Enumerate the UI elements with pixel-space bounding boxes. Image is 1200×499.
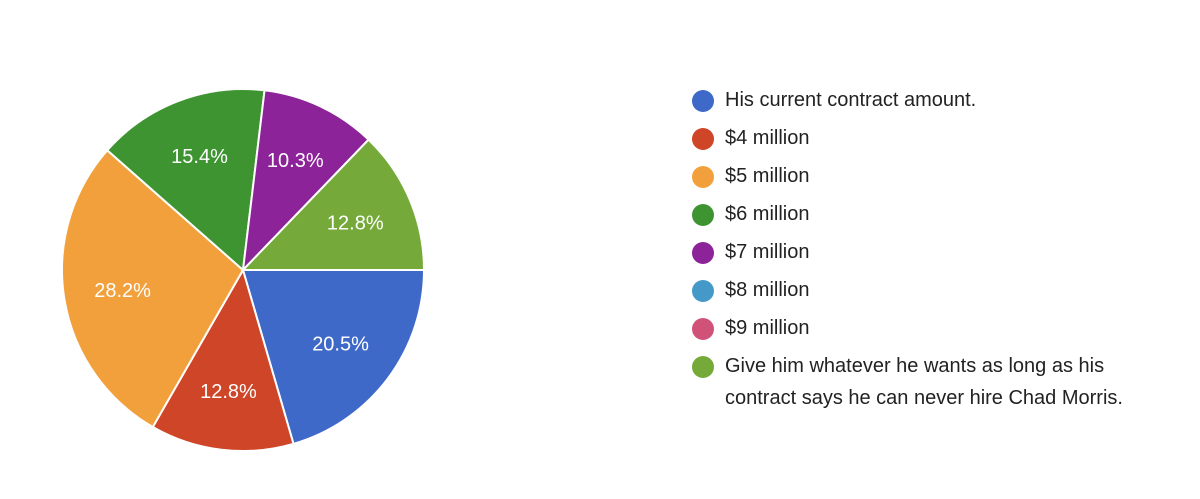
pie-chart: 20.5% 12.8% 28.2% 15.4% 10.3% 12.8% <box>61 88 426 452</box>
legend-item: $6 million <box>692 200 1162 230</box>
legend-swatch-icon <box>692 90 714 112</box>
legend-swatch-icon <box>692 128 714 150</box>
slice-label: 10.3% <box>267 150 324 172</box>
legend-label: $8 million <box>725 279 810 301</box>
legend-item: $7 million <box>692 238 1162 268</box>
legend: His current contract amount. $4 million $5… <box>692 86 1162 422</box>
legend-item: $9 million <box>692 314 1162 344</box>
slice-label: 12.8% <box>327 212 384 234</box>
legend-item: $4 million <box>692 124 1162 154</box>
legend-swatch-icon <box>692 318 714 340</box>
pie-slice <box>241 269 426 446</box>
legend-swatch-icon <box>692 242 714 264</box>
legend-label: His current contract amount. <box>725 89 977 111</box>
legend-swatch-icon <box>692 356 714 378</box>
legend-label: $4 million <box>725 127 810 149</box>
legend-item: $8 million <box>692 276 1162 306</box>
pie-slice <box>240 138 426 271</box>
legend-label: $5 million <box>725 165 810 187</box>
slice-label: 15.4% <box>171 146 228 168</box>
slice-label: 12.8% <box>200 381 257 403</box>
legend-label: $9 million <box>725 317 810 339</box>
slice-label: 20.5% <box>312 333 369 355</box>
legend-label: Give him whatever he wants as long as hi… <box>725 355 1123 409</box>
pie-slice <box>241 89 370 273</box>
legend-item: $5 million <box>692 162 1162 192</box>
legend-label: $6 million <box>725 203 810 225</box>
legend-item: His current contract amount. <box>692 86 1162 116</box>
legend-swatch-icon <box>692 280 714 302</box>
legend-item: Give him whatever he wants as long as hi… <box>692 352 1162 414</box>
pie-slice <box>105 88 266 273</box>
legend-swatch-icon <box>692 166 714 188</box>
pie-slice <box>151 267 295 452</box>
legend-label: $7 million <box>725 241 810 263</box>
legend-swatch-icon <box>692 204 714 226</box>
slice-label: 28.2% <box>94 280 151 302</box>
pie-slice <box>61 148 245 429</box>
